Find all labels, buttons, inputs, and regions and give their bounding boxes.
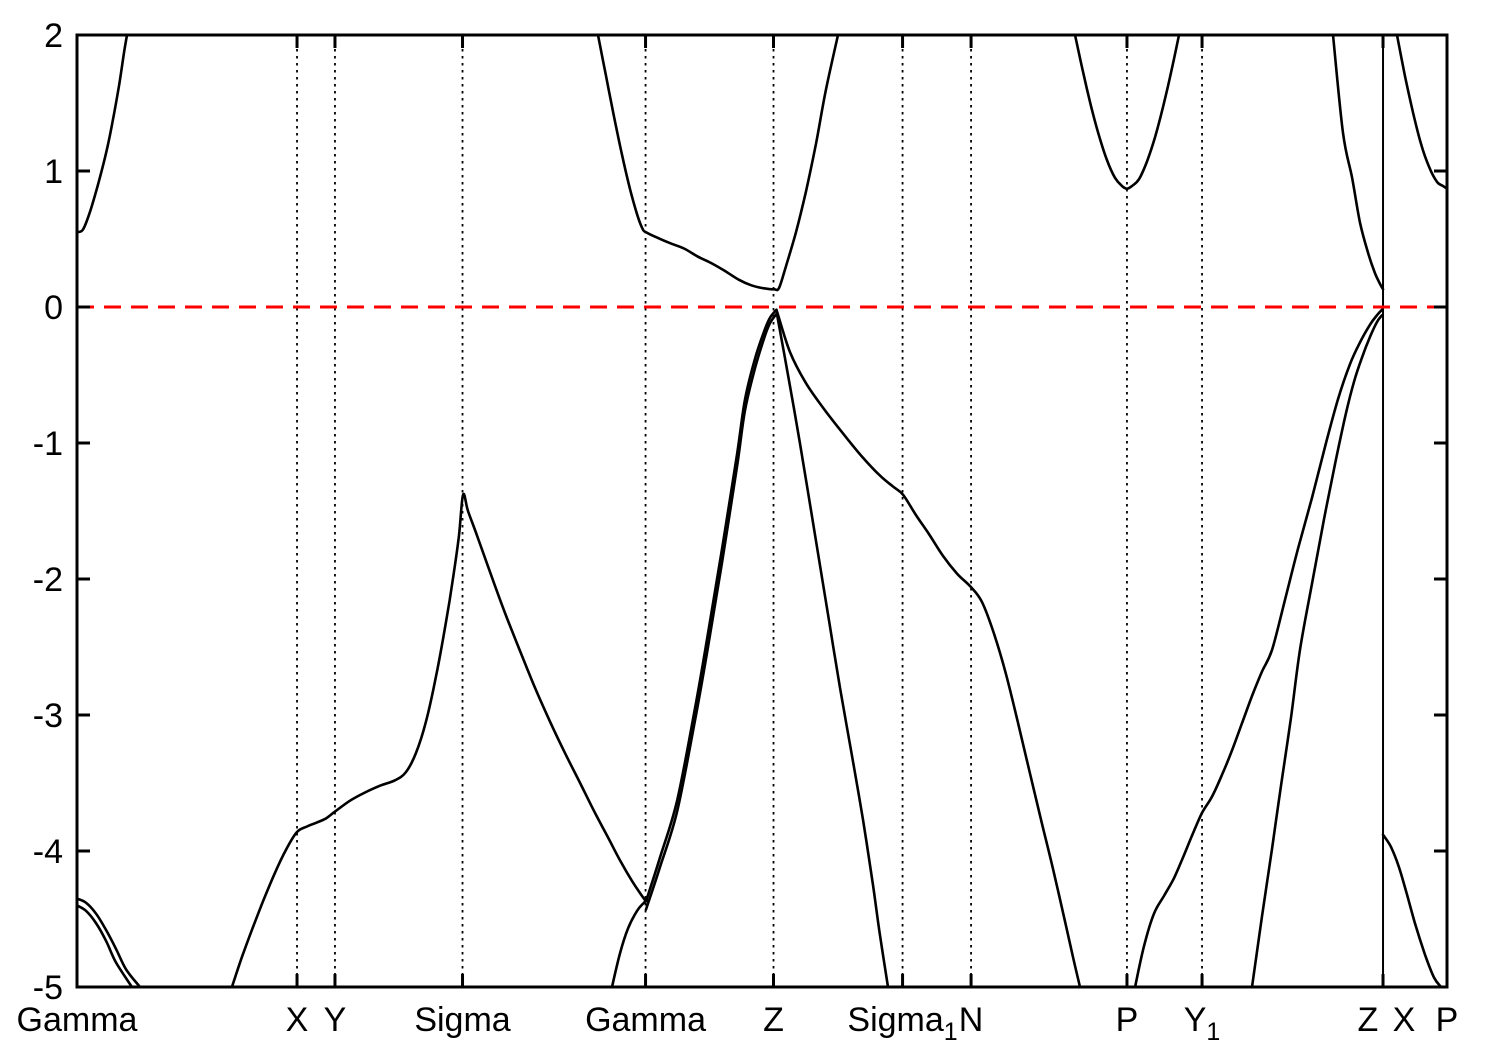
k-point-label-sigma1: Sigma1 [847, 1001, 957, 1046]
k-point-label-x: X [1393, 1001, 1416, 1039]
k-point-label-p: P [1436, 1001, 1459, 1039]
band-curve-conduction-p-dip [1073, 35, 1181, 190]
band-curve-conduction-y1-z [1331, 35, 1385, 291]
k-point-label-gamma: Gamma [585, 1001, 706, 1039]
y-tick-label: -2 [33, 561, 63, 599]
k-point-gridlines [296, 35, 1385, 987]
band-curve-valence-y1-z-steep [1250, 313, 1384, 987]
y-tick-label: 1 [44, 153, 63, 191]
y-tick-label: -3 [33, 697, 63, 735]
y-tick-label: -4 [33, 833, 63, 871]
k-point-label-y: Y [324, 1001, 347, 1039]
plot-frame [75, 33, 1449, 989]
tick-marks [77, 33, 1447, 989]
k-point-label-z: Z [763, 1001, 784, 1039]
k-point-label-z: Z [1358, 1001, 1379, 1039]
k-point-label-gamma: Gamma [17, 1001, 138, 1039]
y-tick-label: -5 [33, 969, 63, 1007]
k-point-label-x: X [286, 1001, 309, 1039]
band-curve-conduction-left-gamma [77, 35, 129, 234]
k-point-label-sigma: Sigma [414, 1001, 510, 1039]
y-axis-labels: 2 1 0 -1 -2 -3 -4 -5 [33, 17, 63, 1007]
x-axis-labels: Gamma X Y Sigma Gamma Z Sigma1 N P Y1 Z X P [17, 1001, 1459, 1046]
k-point-label-n: N [959, 1001, 984, 1039]
band-curve-valence-p-y1-z [1133, 308, 1384, 987]
band-curves [77, 35, 1447, 987]
band-curve-valence-x-y-sigma-gamma [230, 492, 648, 987]
band-curve-conduction-x-p [1395, 35, 1447, 190]
band-curve-conduction-gamma-z [596, 35, 840, 292]
band-curve-valence-z-steep-down [775, 312, 890, 987]
band-curve-valence-gamma-z-upper [644, 308, 778, 903]
y-tick-label: 0 [44, 289, 63, 327]
band-curve-valence-x-p [1381, 833, 1443, 987]
y-tick-label: -1 [33, 425, 63, 463]
band-curve-valence-left-gamma-lower [77, 904, 134, 987]
k-point-label-y1: Y1 [1184, 1001, 1221, 1046]
band-curve-valence-gamma-z-lower [644, 312, 778, 911]
band-curve-valence-rise-to-gamma [610, 898, 649, 987]
band-curve-valence-left-gamma-upper [77, 897, 142, 987]
k-point-label-p: P [1116, 1001, 1139, 1039]
band-curve-valence-z-sigma1-n-p [775, 309, 1082, 987]
y-tick-label: 2 [44, 17, 63, 55]
